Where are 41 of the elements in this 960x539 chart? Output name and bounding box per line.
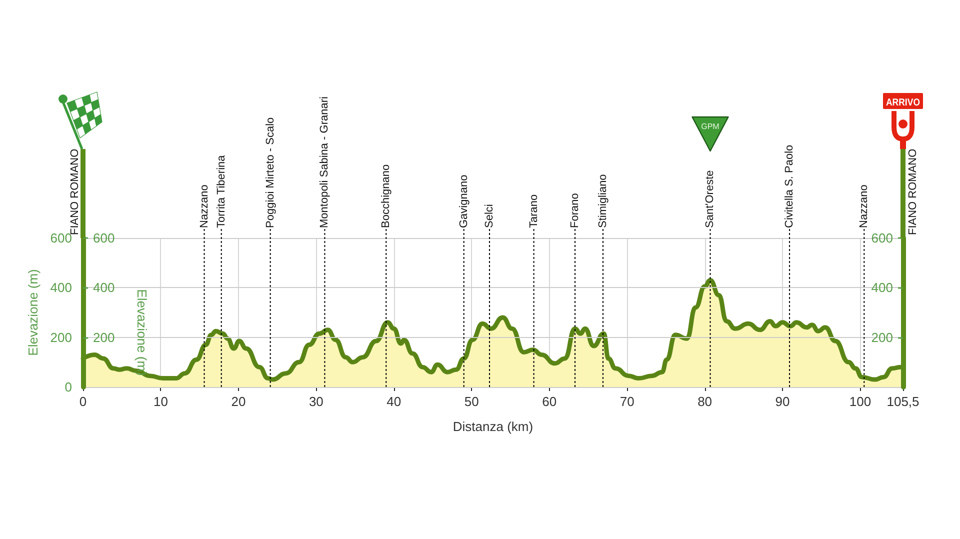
x-tick-label: 0 xyxy=(79,394,87,409)
x-tick-label: 50 xyxy=(464,394,479,409)
ref-line-label: Nazzano xyxy=(198,184,210,228)
y3-axis-title: Elevazione (m) xyxy=(134,289,150,376)
ref-line-label: Nazzano xyxy=(858,184,870,228)
text: FIANO ROMANO xyxy=(907,148,919,235)
y-tick-label: 600 xyxy=(50,230,72,246)
y-tick-label: 0 xyxy=(64,380,72,394)
y3-tick-label: 600 xyxy=(871,230,893,246)
x-tick-label: 40 xyxy=(386,394,402,409)
ref-line-label: Poggioi Mirteto - Scalo xyxy=(264,117,276,228)
y2-tick-label: 600 xyxy=(93,230,115,246)
y2-tick-label: 400 xyxy=(93,280,115,296)
x-axis-title: Distanza (km) xyxy=(452,419,534,434)
triangle-sign-icon: GPM xyxy=(692,116,729,152)
ref-line-label: Selci xyxy=(484,204,496,228)
y2-tick-label: 200 xyxy=(93,330,115,345)
x-tick-label: 10 xyxy=(153,394,168,409)
y-tick-label: 200 xyxy=(50,330,72,345)
y3-tick-label: 400 xyxy=(871,280,893,296)
ref-line-label: Civitella S. Paolo xyxy=(784,144,796,228)
x-tick-label: 30 xyxy=(308,394,324,409)
ref-line-label: Forano xyxy=(569,193,581,228)
x-tick-label: 100 xyxy=(849,394,872,409)
y3-tick-label: 200 xyxy=(871,330,893,345)
x-tick-label: 20 xyxy=(231,394,246,409)
y-tick-label: 400 xyxy=(50,280,72,296)
x-tick-label: 105,5 xyxy=(886,394,920,409)
x-tick-label: 60 xyxy=(542,394,557,409)
ref-line-label: Stimigliano xyxy=(596,174,609,228)
x-tick-label: 80 xyxy=(698,394,712,409)
ref-line-label: Montopoli Sabina - Granari xyxy=(318,96,331,228)
ref-line-label: Bocchignano xyxy=(380,164,392,228)
ref-line-label: Sant'Oreste xyxy=(704,170,716,228)
x-tick-label: 90 xyxy=(775,394,790,409)
y-axis-title: Elevazione (m) xyxy=(25,269,40,356)
x-tick-label: 70 xyxy=(620,394,634,409)
text: FIANO ROMANO xyxy=(69,148,81,235)
ref-line-label: Gavignano xyxy=(458,174,470,228)
ref-line-label: Torrita Tiberina xyxy=(215,154,228,228)
ref-line-label: Tarano xyxy=(528,194,540,228)
